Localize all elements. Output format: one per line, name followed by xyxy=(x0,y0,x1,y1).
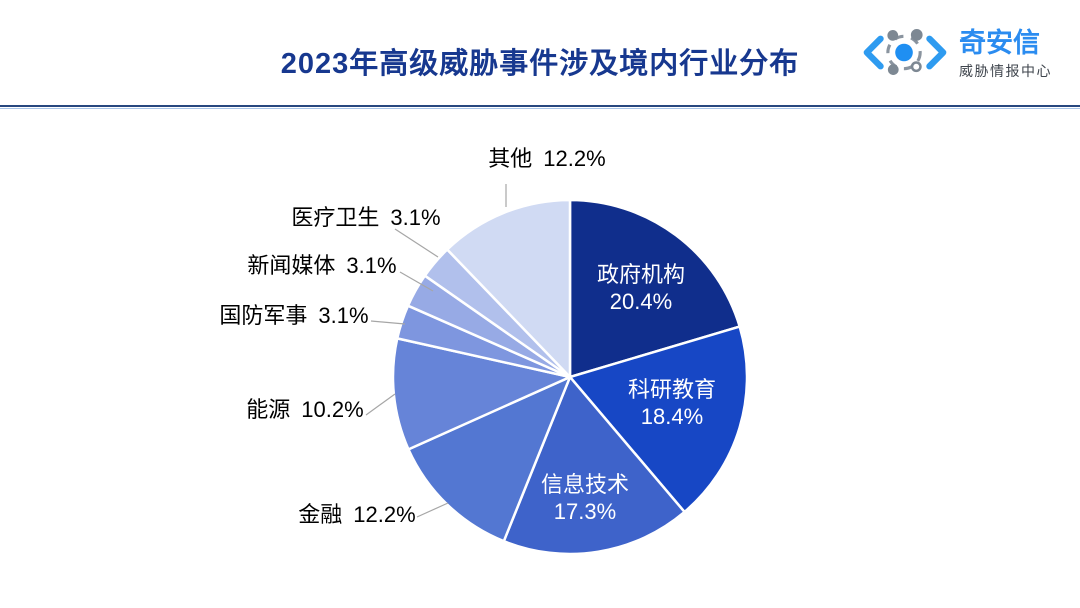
slice-label-healthcare: 医疗卫生 3.1% xyxy=(291,205,440,230)
slice-label-defense-military: 国防军事 3.1% xyxy=(219,303,368,328)
brand-name: 奇安信 xyxy=(959,27,1040,58)
pie-slice-other xyxy=(445,198,572,379)
leader-line-energy xyxy=(365,393,396,416)
slice-name-research-education: 科研教育 xyxy=(628,377,716,402)
header-divider-light xyxy=(0,108,1080,109)
pie-slice-government xyxy=(568,198,741,379)
leader-line-news-media xyxy=(399,271,434,292)
slice-value-information-technology: 17.3% xyxy=(554,499,616,524)
slice-value-government: 20.4% xyxy=(610,289,672,314)
header-divider xyxy=(0,105,1080,107)
qianxin-eye-logo-icon xyxy=(860,22,950,88)
page-title: 2023年高级威胁事件涉及境内行业分布 xyxy=(280,48,800,80)
slice-label-other: 其他 12.2% xyxy=(488,146,605,171)
slice-label-news-media: 新闻媒体 3.1% xyxy=(247,253,396,278)
brand-logo: 奇安信 威胁情报中心 xyxy=(860,22,1052,88)
slice-name-information-technology: 信息技术 xyxy=(541,472,629,497)
pie-slice-information-technology xyxy=(502,375,686,556)
slice-value-research-education: 18.4% xyxy=(641,404,703,429)
pie-slice-finance xyxy=(407,375,572,543)
slice-label-energy: 能源 10.2% xyxy=(246,397,363,422)
slice-name-government: 政府机构 xyxy=(597,262,685,287)
brand-subtitle: 威胁情报中心 xyxy=(959,63,1052,80)
pie-slice-research-education xyxy=(568,325,749,514)
leader-line-defense-military xyxy=(370,320,406,325)
leader-line-finance xyxy=(416,502,449,518)
slice-label-finance: 金融 12.2% xyxy=(298,502,415,527)
brand-text-block: 奇安信 威胁情报中心 xyxy=(959,27,1052,82)
leader-line-healthcare xyxy=(394,228,439,258)
